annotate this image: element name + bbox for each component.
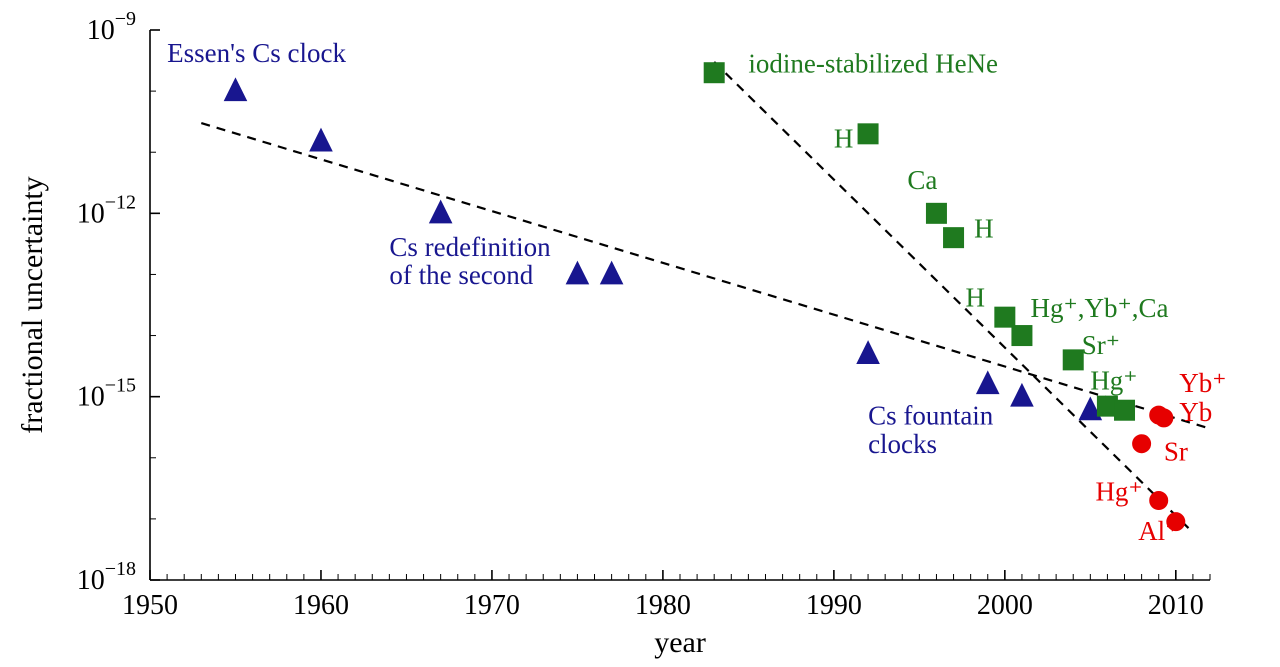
x-tick-label: 1950 <box>122 590 178 621</box>
marker-optical_red-1 <box>1155 409 1173 427</box>
annotation-12: Hg⁺ <box>1090 366 1137 396</box>
marker-optical_green-4 <box>995 307 1015 327</box>
annotation-4: clocks <box>868 429 937 459</box>
x-tick-label: 1990 <box>806 590 862 621</box>
marker-optical_green-8 <box>1115 400 1135 420</box>
x-axis-label: year <box>654 626 706 659</box>
x-tick-label: 1960 <box>293 590 349 621</box>
annotation-15: Sr <box>1164 437 1188 467</box>
marker-optical_red-3 <box>1150 491 1168 509</box>
marker-optical_green-3 <box>944 228 964 248</box>
x-tick-label: 2010 <box>1148 590 1204 621</box>
marker-optical_green-5 <box>1012 326 1032 346</box>
annotation-9: H <box>966 282 986 312</box>
annotation-1: Cs redefinition <box>389 232 551 262</box>
annotation-14: Yb <box>1179 397 1212 427</box>
annotation-6: H <box>834 123 854 153</box>
uncertainty-chart: 195019601970198019902000201010−910−1210−… <box>0 0 1280 667</box>
x-tick-label: 1980 <box>635 590 691 621</box>
annotation-10: Hg⁺,Yb⁺,Ca <box>1030 293 1168 323</box>
marker-optical_green-0 <box>704 63 724 83</box>
y-axis-label: fractional uncertainty <box>16 176 49 433</box>
annotation-16: Hg⁺ <box>1095 476 1142 506</box>
x-tick-label: 1970 <box>464 590 520 621</box>
annotation-3: Cs fountain <box>868 401 994 431</box>
marker-optical_green-6 <box>1063 350 1083 370</box>
annotation-11: Sr⁺ <box>1082 330 1120 360</box>
annotation-17: Al⁺ <box>1138 516 1179 546</box>
annotation-5: iodine-stabilized HeNe <box>748 49 998 79</box>
marker-optical_green-2 <box>926 203 946 223</box>
annotation-2: of the second <box>389 260 533 290</box>
annotation-13: Yb⁺ <box>1179 368 1226 398</box>
marker-optical_red-2 <box>1133 435 1151 453</box>
annotation-8: H <box>974 214 994 244</box>
x-tick-label: 2000 <box>977 590 1033 621</box>
marker-optical_green-1 <box>858 124 878 144</box>
annotation-7: Ca <box>907 165 937 195</box>
annotation-0: Essen's Cs clock <box>167 38 346 68</box>
